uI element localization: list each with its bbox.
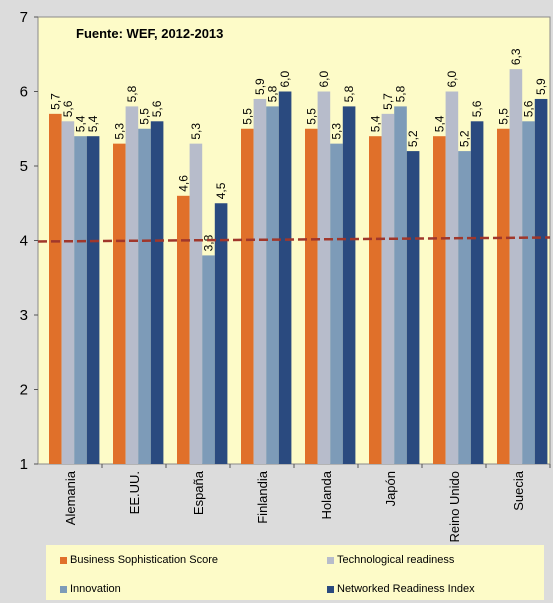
bar [62,121,75,464]
bar [497,129,510,464]
data-label: 6,0 [278,70,292,87]
data-label: 5,6 [470,100,484,117]
bar [458,151,471,464]
data-label: 5,4 [368,115,382,132]
bar [433,136,446,464]
legend-swatch [60,586,67,593]
data-label: 5,5 [496,108,510,125]
bar [382,114,395,464]
legend-item: Technological readiness [327,554,454,566]
bar [113,144,126,464]
legend-swatch [60,557,67,564]
bar [241,129,254,464]
data-label: 6,3 [509,48,523,65]
bar [330,144,343,464]
y-tick-label: 3 [20,307,28,324]
data-label: 5,5 [240,108,254,125]
data-label: 5,6 [522,100,536,117]
bar [305,129,318,464]
legend-item: Business Sophistication Score [60,554,218,566]
data-label: 5,8 [125,85,139,102]
bar [446,92,459,465]
legend-label: Business Sophistication Score [70,554,218,566]
bar [510,69,523,464]
bar [522,121,535,464]
bar [138,129,151,464]
x-tick-label: Finlandia [255,470,270,524]
bar [407,151,420,464]
bar [202,255,215,464]
data-label: 5,8 [342,85,356,102]
x-tick-label: Suecia [511,470,526,511]
bar [279,92,292,465]
x-tick-label: Alemania [63,470,78,525]
data-label: 4,6 [176,175,190,192]
bar [190,144,203,464]
bar [151,121,164,464]
x-tick-label: Holanda [319,470,334,519]
legend-swatch [327,586,334,593]
bar [126,106,139,464]
x-axis: Alemania EE.UU. España Finlandia Holanda Japó… [63,464,550,543]
bar [177,196,190,464]
bar [215,203,228,464]
legend-item: Networked Readiness Index [327,583,475,595]
y-tick-label: 4 [20,233,28,250]
data-label: 5,3 [112,123,126,140]
legend-item: Innovation [60,583,121,595]
chart-title: Fuente: WEF, 2012-2013 [76,26,223,41]
data-label: 5,9 [534,78,548,95]
bar [318,92,331,465]
y-tick-label: 1 [20,456,28,473]
x-tick-label: EE.UU. [127,471,142,514]
data-label: 5,2 [406,130,420,147]
legend-label: Innovation [70,583,121,595]
data-label: 5,6 [61,100,75,117]
y-tick-label: 2 [20,382,28,399]
data-label: 5,6 [150,100,164,117]
bar [74,136,87,464]
x-tick-label: España [191,470,206,515]
bar [49,114,62,464]
bar [343,106,356,464]
x-tick-label: Reino Unido [447,471,462,543]
bar [254,99,267,464]
y-tick-label: 7 [20,9,28,26]
bar [394,106,407,464]
data-label: 6,0 [317,70,331,87]
y-tick-label: 6 [20,84,28,101]
y-tick-label: 5 [20,158,28,175]
bar [87,136,100,464]
y-axis: 1 2 3 4 5 6 7 [20,9,38,473]
data-label: 5,8 [394,85,408,102]
legend: Business Sophistication Score Technologic… [46,545,544,600]
data-label: 5,2 [458,130,472,147]
data-label: 5,4 [86,115,100,132]
data-label: 4,5 [214,182,228,199]
legend-label: Technological readiness [337,554,454,566]
legend-swatch [327,557,334,564]
data-label: 5,3 [330,123,344,140]
bar [471,121,484,464]
data-label: 5,5 [304,108,318,125]
data-label: 5,4 [432,115,446,132]
data-label: 5,3 [189,123,203,140]
bar [369,136,382,464]
bar [266,106,279,464]
legend-label: Networked Readiness Index [337,583,475,595]
data-label: 3,8 [202,234,216,251]
bar [535,99,548,464]
x-tick-label: Japón [383,471,398,506]
data-label: 6,0 [445,70,459,87]
